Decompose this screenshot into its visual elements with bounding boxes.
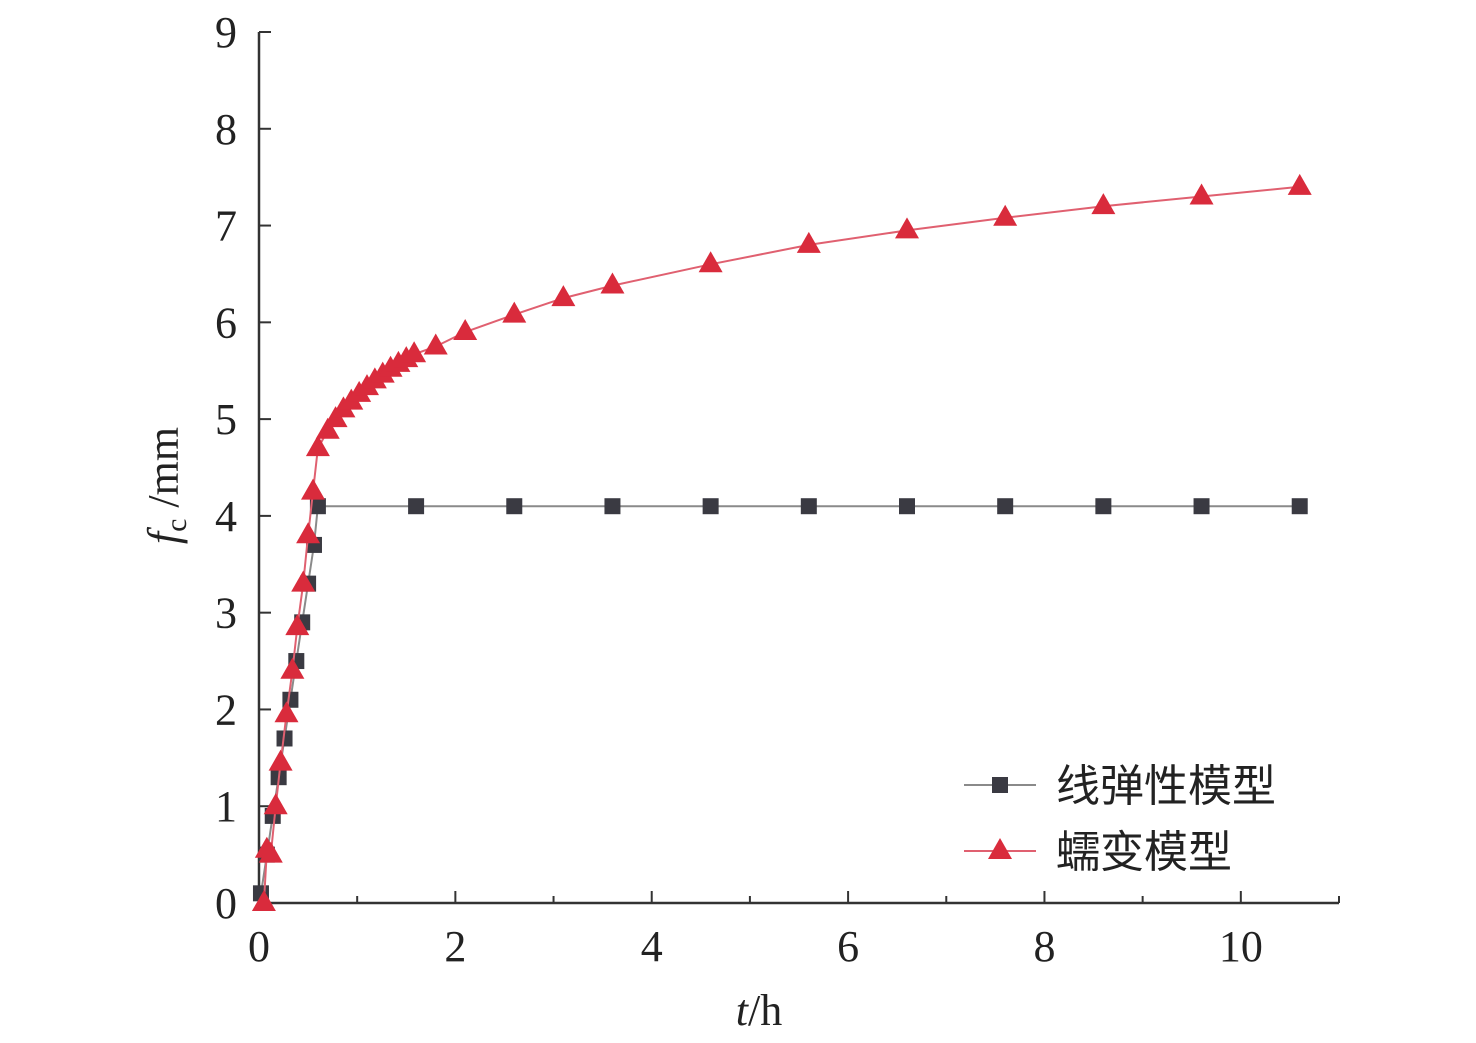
data-point xyxy=(698,251,723,273)
data-point xyxy=(309,498,326,515)
data-point xyxy=(1287,173,1312,195)
x-tick-label: 2 xyxy=(444,922,466,971)
x-tick-label: 4 xyxy=(641,922,663,971)
data-point xyxy=(315,417,340,439)
y-axis-subscript: c xyxy=(160,519,193,532)
axes: 0 2 4 6 8 10 0 1 2 3 4 5 6 7 8 9 xyxy=(215,8,1340,971)
data-point xyxy=(1095,498,1112,515)
y-tick-label: 9 xyxy=(215,8,237,57)
legend-marker xyxy=(992,777,1008,793)
data-point xyxy=(1291,498,1308,515)
y-tick-label: 1 xyxy=(215,782,237,831)
data-point xyxy=(251,889,276,911)
y-tick-label: 5 xyxy=(215,395,237,444)
data-point xyxy=(408,498,425,515)
legend-label: 蠕变模型 xyxy=(1056,827,1232,878)
series-2 xyxy=(251,173,1312,911)
data-point xyxy=(895,217,919,239)
data-point xyxy=(1091,193,1116,215)
y-axis-unit: /mm xyxy=(139,427,188,519)
series-layer xyxy=(251,173,1312,911)
y-axis-title: fc /mm xyxy=(139,427,193,544)
x-tick-label: 6 xyxy=(837,922,859,971)
data-point xyxy=(274,701,299,723)
data-point xyxy=(551,285,576,307)
data-point xyxy=(285,614,310,636)
data-point xyxy=(263,793,288,815)
legend-entry: 线弹性模型 xyxy=(964,761,1276,812)
data-point xyxy=(899,498,915,515)
data-point xyxy=(305,435,330,457)
data-point xyxy=(502,301,527,323)
data-point xyxy=(423,333,448,355)
data-point xyxy=(604,498,621,515)
x-tick-label: 0 xyxy=(248,922,270,971)
data-point xyxy=(796,231,821,253)
x-tick-label: 10 xyxy=(1219,922,1263,971)
legend-entry: 蠕变模型 xyxy=(964,827,1232,878)
y-tick-label: 8 xyxy=(215,105,237,154)
data-point xyxy=(1193,498,1210,515)
y-tick-label: 2 xyxy=(215,685,237,734)
legend-marker xyxy=(988,837,1012,859)
y-tick-label: 7 xyxy=(215,202,237,251)
data-point xyxy=(453,318,478,340)
data-point xyxy=(301,478,325,500)
data-point xyxy=(800,498,817,515)
data-point xyxy=(258,841,283,863)
data-point xyxy=(296,522,321,544)
y-tick-label: 4 xyxy=(215,492,237,541)
legend-label: 线弹性模型 xyxy=(1056,761,1276,812)
y-tick-label: 3 xyxy=(215,589,237,638)
data-point xyxy=(600,272,625,294)
data-point xyxy=(506,498,523,515)
data-point xyxy=(268,749,293,771)
x-axis-title: t/h xyxy=(736,986,782,1035)
x-tick-label: 8 xyxy=(1033,922,1055,971)
data-point xyxy=(997,498,1014,515)
data-point xyxy=(1189,183,1214,205)
y-tick-label: 0 xyxy=(215,879,237,928)
data-point xyxy=(702,498,719,515)
data-point xyxy=(291,570,316,592)
y-tick-label: 6 xyxy=(215,298,237,347)
data-point xyxy=(993,204,1018,226)
x-axis-variable: t xyxy=(736,986,750,1035)
data-point xyxy=(280,657,305,679)
x-axis-unit: /h xyxy=(748,986,782,1035)
data-point xyxy=(402,341,427,363)
